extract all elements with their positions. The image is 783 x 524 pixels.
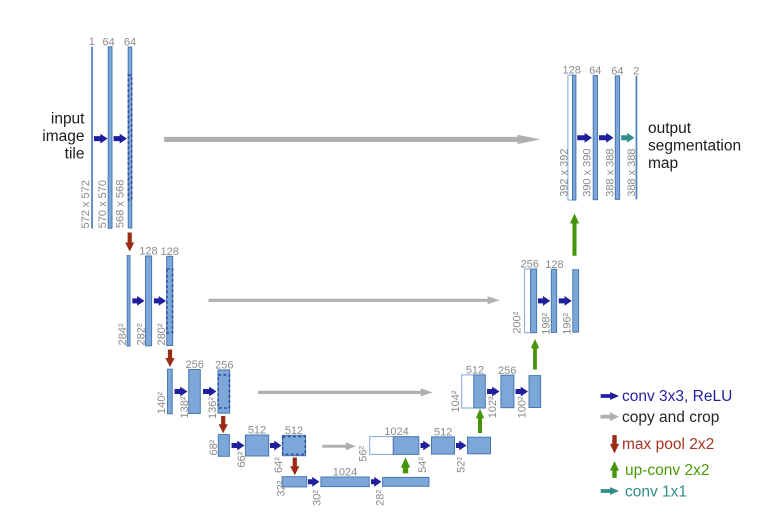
svg-text:66²: 66² [236,451,248,467]
svg-text:1: 1 [89,36,95,48]
svg-text:196²: 196² [561,312,573,334]
svg-text:output: output [648,120,692,137]
svg-text:conv 3x3, ReLU: conv 3x3, ReLU [622,388,732,405]
svg-text:512: 512 [285,425,303,437]
svg-text:tile: tile [65,146,85,163]
svg-text:128: 128 [161,246,179,258]
svg-text:segmentation: segmentation [648,138,741,155]
svg-text:map: map [648,155,678,172]
svg-text:28²: 28² [375,490,387,506]
svg-text:64: 64 [102,36,114,48]
svg-text:128: 128 [545,259,563,271]
svg-text:64: 64 [589,65,601,77]
svg-text:104²: 104² [450,390,462,412]
svg-text:388 x 388: 388 x 388 [604,148,616,196]
svg-text:512: 512 [248,425,266,437]
svg-text:392 x 392: 392 x 392 [559,148,571,196]
svg-text:390 x 390: 390 x 390 [581,148,593,196]
svg-text:512: 512 [434,426,452,438]
svg-text:256: 256 [215,359,233,371]
svg-text:100²: 100² [517,396,529,418]
svg-text:388 x 388: 388 x 388 [626,148,638,196]
svg-text:140²: 140² [156,392,168,414]
svg-text:102²: 102² [487,396,499,418]
svg-text:284²: 284² [117,323,129,345]
svg-text:256: 256 [186,359,204,371]
svg-text:copy and crop: copy and crop [622,409,719,426]
svg-text:conv 1x1: conv 1x1 [625,484,687,501]
svg-text:256: 256 [498,365,516,377]
svg-text:200²: 200² [512,311,524,333]
svg-text:568 x 568: 568 x 568 [115,180,127,228]
svg-text:32²: 32² [276,480,288,496]
svg-text:1024: 1024 [333,467,357,479]
svg-text:30²: 30² [312,490,324,506]
svg-text:64: 64 [124,37,136,49]
svg-text:52²: 52² [455,457,467,473]
svg-text:input: input [51,111,85,128]
svg-text:image: image [42,128,84,145]
svg-text:572 x 572: 572 x 572 [80,180,92,228]
svg-text:max pool 2x2: max pool 2x2 [622,436,714,453]
svg-text:282²: 282² [135,323,147,345]
svg-text:198²: 198² [541,312,553,334]
svg-text:138²: 138² [179,396,191,418]
svg-text:64: 64 [611,65,623,77]
svg-text:up-conv 2x2: up-conv 2x2 [625,462,709,479]
svg-text:280²: 280² [156,323,168,345]
svg-text:2: 2 [633,65,639,77]
svg-text:54²: 54² [417,457,429,473]
svg-text:128: 128 [139,246,157,258]
svg-text:570 x 570: 570 x 570 [97,180,109,228]
svg-text:136²: 136² [207,397,219,419]
svg-text:56²: 56² [358,445,370,461]
svg-text:64²: 64² [273,457,285,473]
svg-text:128: 128 [563,65,581,77]
svg-text:1024: 1024 [384,426,408,438]
svg-text:68²: 68² [208,439,220,455]
svg-text:256: 256 [521,259,539,271]
svg-text:512: 512 [466,365,484,377]
